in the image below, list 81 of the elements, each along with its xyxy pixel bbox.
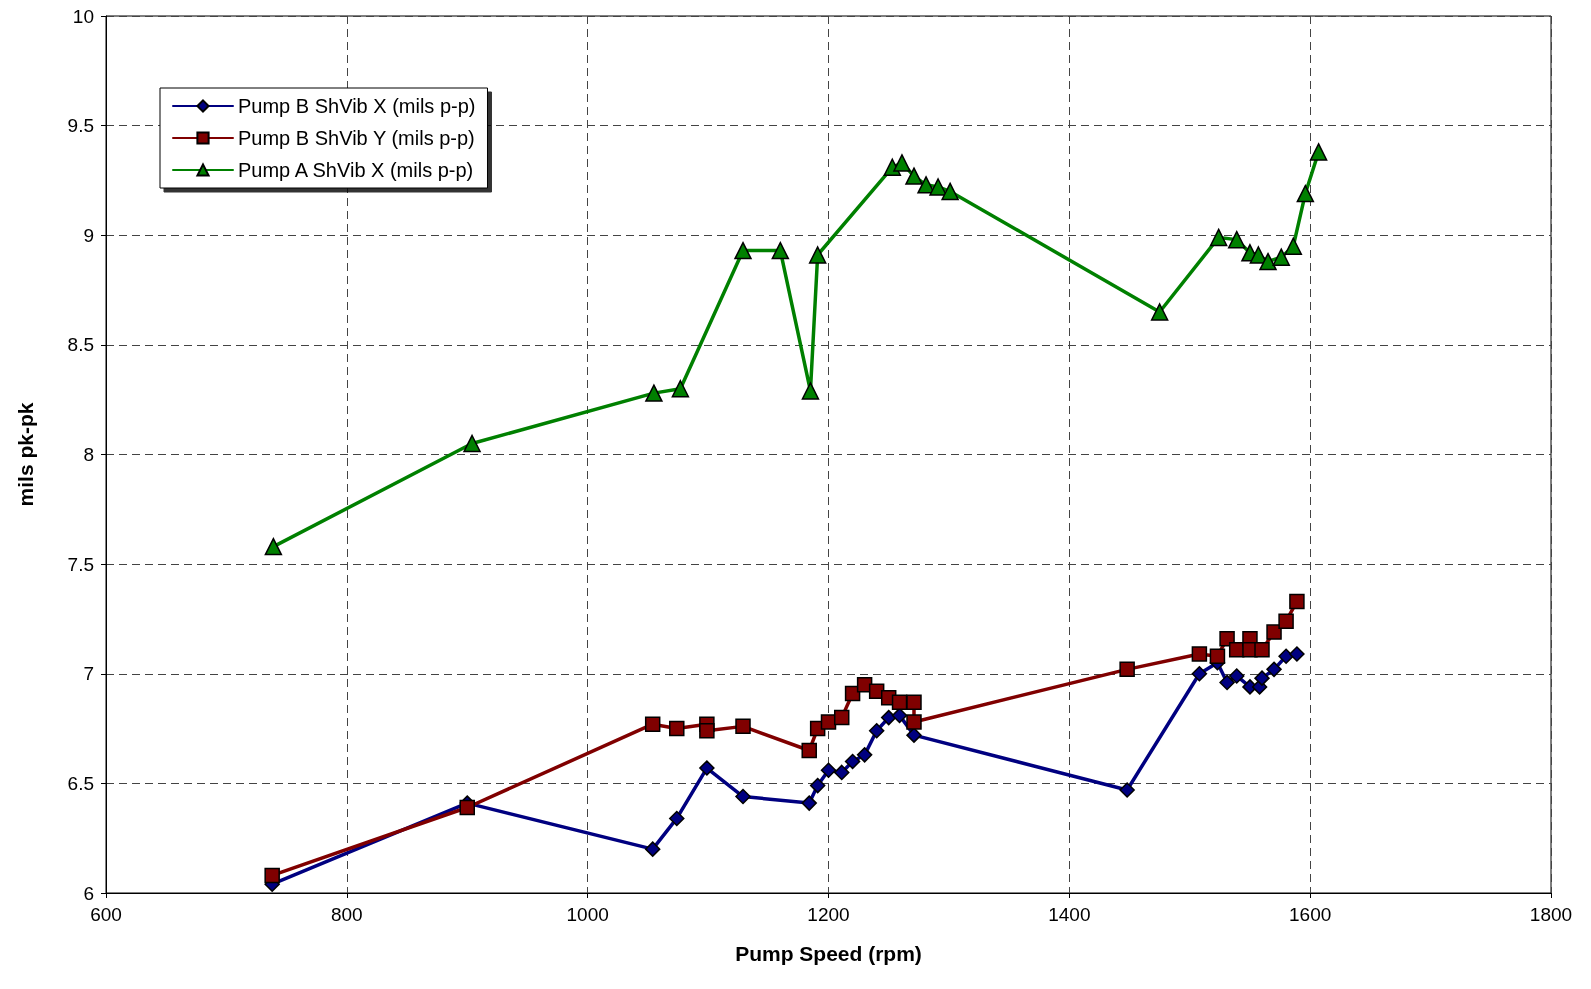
point (1150, 303, 1169, 321)
point (809, 777, 826, 794)
point (771, 241, 790, 260)
point (1191, 646, 1208, 662)
point (1266, 661, 1282, 678)
legend-label: Pump B ShVib X (mils p-p) (238, 95, 476, 117)
y-axis-title: mils pk-pk (14, 402, 37, 507)
x-tick-label: 600 (90, 904, 122, 925)
point (735, 788, 751, 805)
point (1209, 648, 1226, 664)
y-tick-label: 10 (72, 5, 94, 27)
point (820, 714, 837, 730)
point (893, 154, 911, 172)
point (1119, 782, 1135, 798)
point (264, 537, 283, 556)
x-tick-label: 1000 (566, 904, 609, 925)
point (941, 182, 959, 201)
point (1284, 237, 1303, 255)
point (801, 742, 817, 759)
point (808, 246, 827, 264)
point (1309, 143, 1328, 161)
point (1272, 248, 1291, 266)
point (1254, 670, 1270, 686)
point (801, 795, 817, 811)
point (929, 178, 947, 196)
point (463, 434, 481, 453)
y-tick-label: 9 (83, 224, 94, 246)
point (856, 747, 873, 763)
y-tick-label: 8 (83, 444, 94, 465)
point (669, 810, 685, 827)
y-tick-label: 6 (83, 882, 94, 904)
x-tick-label: 1400 (1048, 904, 1091, 925)
point (1259, 252, 1277, 271)
y-tick-label: 7 (83, 663, 94, 685)
point (734, 241, 752, 260)
x-tick-label: 800 (330, 904, 363, 925)
point (906, 714, 922, 730)
point (880, 709, 897, 726)
point (1191, 666, 1208, 682)
point (1289, 593, 1305, 610)
point (917, 176, 935, 194)
point (671, 379, 690, 398)
point (1219, 674, 1235, 691)
point (644, 716, 661, 732)
legend-label: Pump B ShVib Y (mils p-p) (238, 127, 475, 149)
point (669, 720, 685, 737)
x-tick-label: 1200 (807, 904, 850, 925)
point (1209, 228, 1228, 247)
point (264, 867, 280, 884)
y-tick-label: 6.5 (67, 772, 94, 794)
point (1254, 641, 1270, 658)
x-axis-title: Pump Speed (rpm) (735, 942, 922, 965)
y-tick-label: 8.5 (67, 334, 94, 356)
legend-label: Pump A ShVib X (mils p-p) (238, 159, 474, 181)
point (844, 753, 861, 770)
point (801, 382, 820, 400)
point (834, 764, 850, 781)
y-tick-label: 9.5 (67, 115, 94, 137)
point (699, 760, 715, 776)
point (834, 709, 850, 726)
point (459, 799, 475, 816)
point (868, 723, 885, 739)
point (735, 718, 751, 735)
point (644, 841, 661, 857)
point (1266, 624, 1282, 640)
point (1119, 661, 1135, 678)
point (906, 727, 922, 743)
x-tick-label: 1600 (1289, 904, 1332, 925)
y-tick-label: 7.5 (67, 553, 94, 575)
point (1296, 184, 1315, 203)
point (699, 723, 715, 739)
point (645, 384, 663, 402)
point (1228, 668, 1245, 684)
point (820, 762, 837, 778)
point (906, 694, 922, 710)
point (1278, 613, 1294, 629)
point (905, 167, 923, 185)
x-tick-label: 1800 (1529, 904, 1573, 925)
point (1227, 230, 1246, 249)
point (1278, 648, 1294, 664)
point (1289, 646, 1305, 662)
